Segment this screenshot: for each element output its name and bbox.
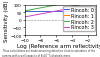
X-axis label: Log (Reference arm reflectivity): Log (Reference arm reflectivity)	[17, 43, 100, 48]
Text: These calculations are made assuming detection close to saturation of the camera: These calculations are made assuming det…	[2, 49, 95, 57]
Legend: Rincoh: 0, Rincoh: 1, Rincoh: 2, Rincoh: 3: Rincoh: 0, Rincoh: 1, Rincoh: 2, Rincoh:…	[63, 6, 95, 31]
Y-axis label: Sensitivity (dB): Sensitivity (dB)	[4, 0, 9, 41]
